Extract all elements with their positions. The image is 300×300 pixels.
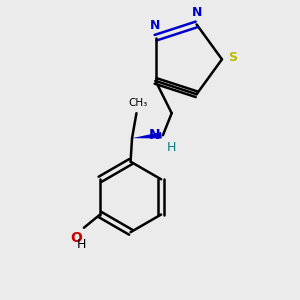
Text: H: H <box>167 141 176 154</box>
Text: CH₃: CH₃ <box>128 98 148 108</box>
Text: O: O <box>70 231 83 245</box>
Text: S: S <box>228 51 237 64</box>
Text: N: N <box>149 20 160 32</box>
Polygon shape <box>132 132 162 138</box>
Text: H: H <box>77 238 86 251</box>
Text: N: N <box>148 128 160 142</box>
Text: N: N <box>192 6 203 19</box>
